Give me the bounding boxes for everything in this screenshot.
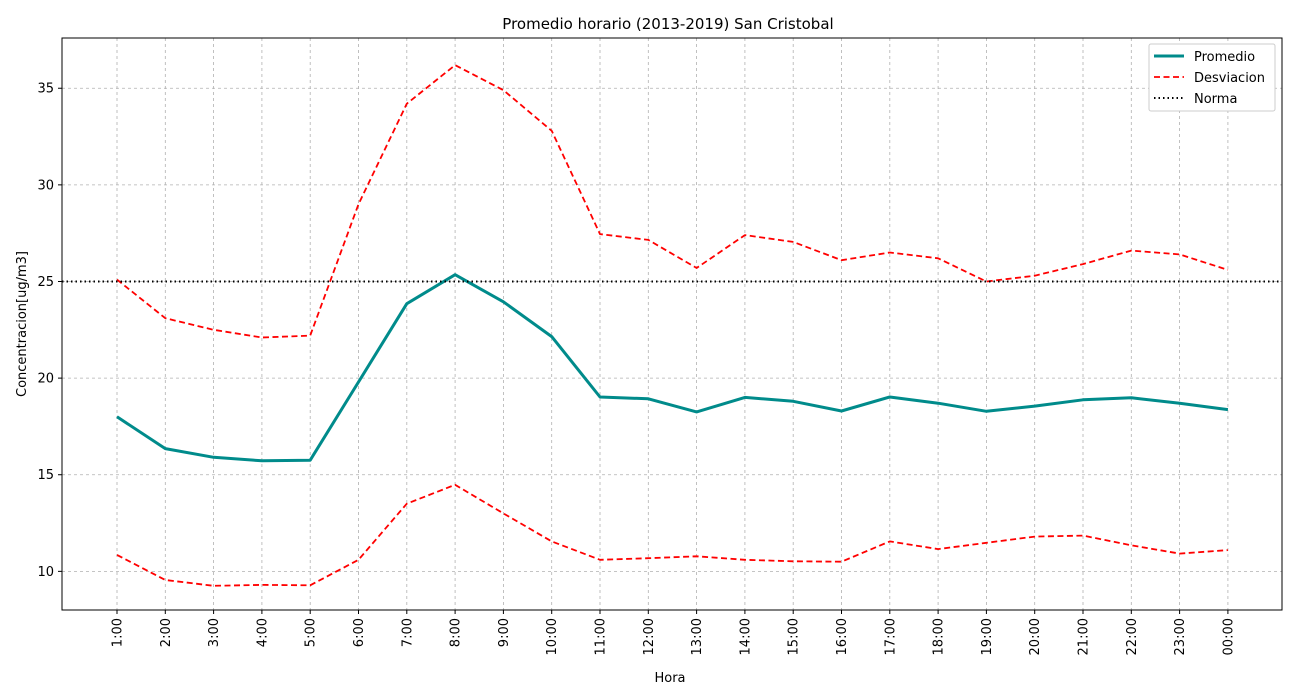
x-tick-label: 23:00	[1173, 618, 1188, 655]
x-tick-label: 9:00	[497, 618, 512, 647]
x-axis: 1:00 2:00 3:00 4:00 5:00 6:00 7:00 8:00 9:00 10:0…	[111, 610, 1236, 655]
legend-box	[1148, 43, 1276, 112]
series-line-desviacion-lower	[116, 483, 1228, 587]
x-axis-label: Hora	[654, 671, 685, 686]
x-tick-label: 3:00	[207, 618, 222, 647]
x-tick-label: 16:00	[835, 618, 850, 655]
x-tick-label: 8:00	[449, 618, 464, 647]
x-tick-label: 6:00	[352, 618, 367, 647]
legend-label: Desviacion	[1194, 71, 1265, 86]
x-tick-label: 22:00	[1125, 618, 1140, 655]
x-tick-label: 14:00	[738, 618, 753, 655]
grid-lines	[62, 38, 1282, 610]
x-tick-label: 5:00	[304, 618, 319, 647]
x-tick-label: 12:00	[642, 618, 657, 655]
x-tick-label: 13:00	[690, 618, 705, 655]
series-lines	[62, 64, 1282, 587]
x-tick-label: 00:00	[1221, 618, 1236, 655]
y-tick-label: 20	[37, 372, 54, 387]
legend-label: Norma	[1194, 92, 1237, 107]
x-tick-label: 10:00	[545, 618, 560, 655]
legend-label: Promedio	[1194, 50, 1255, 65]
y-tick-label: 35	[37, 82, 54, 97]
y-axis: 10 15 20 25 30 35	[37, 82, 62, 580]
x-tick-label: 17:00	[883, 618, 898, 655]
x-tick-label: 18:00	[932, 618, 947, 655]
x-tick-label: 19:00	[980, 618, 995, 655]
x-tick-label: 20:00	[1028, 618, 1043, 655]
y-tick-label: 15	[37, 468, 54, 483]
x-tick-label: 1:00	[111, 618, 126, 647]
legend: Promedio Desviacion Norma	[1148, 43, 1276, 112]
y-tick-label: 30	[37, 178, 54, 193]
series-line-promedio	[116, 273, 1229, 463]
y-tick-label: 25	[37, 275, 54, 290]
plot-frame	[61, 37, 1283, 611]
series-line-desviacion	[116, 64, 1229, 339]
y-axis-label: Concentracion[ug/m3]	[15, 251, 30, 397]
x-tick-label: 4:00	[255, 618, 270, 647]
x-tick-label: 15:00	[787, 618, 802, 655]
x-tick-label: 7:00	[400, 618, 415, 647]
chart-title: Promedio horario (2013-2019) San Cristob…	[502, 15, 833, 33]
x-tick-label: 21:00	[1077, 618, 1092, 655]
y-tick-label: 10	[37, 565, 54, 580]
x-tick-label: 2:00	[159, 618, 174, 647]
x-tick-label: 11:00	[594, 618, 609, 655]
